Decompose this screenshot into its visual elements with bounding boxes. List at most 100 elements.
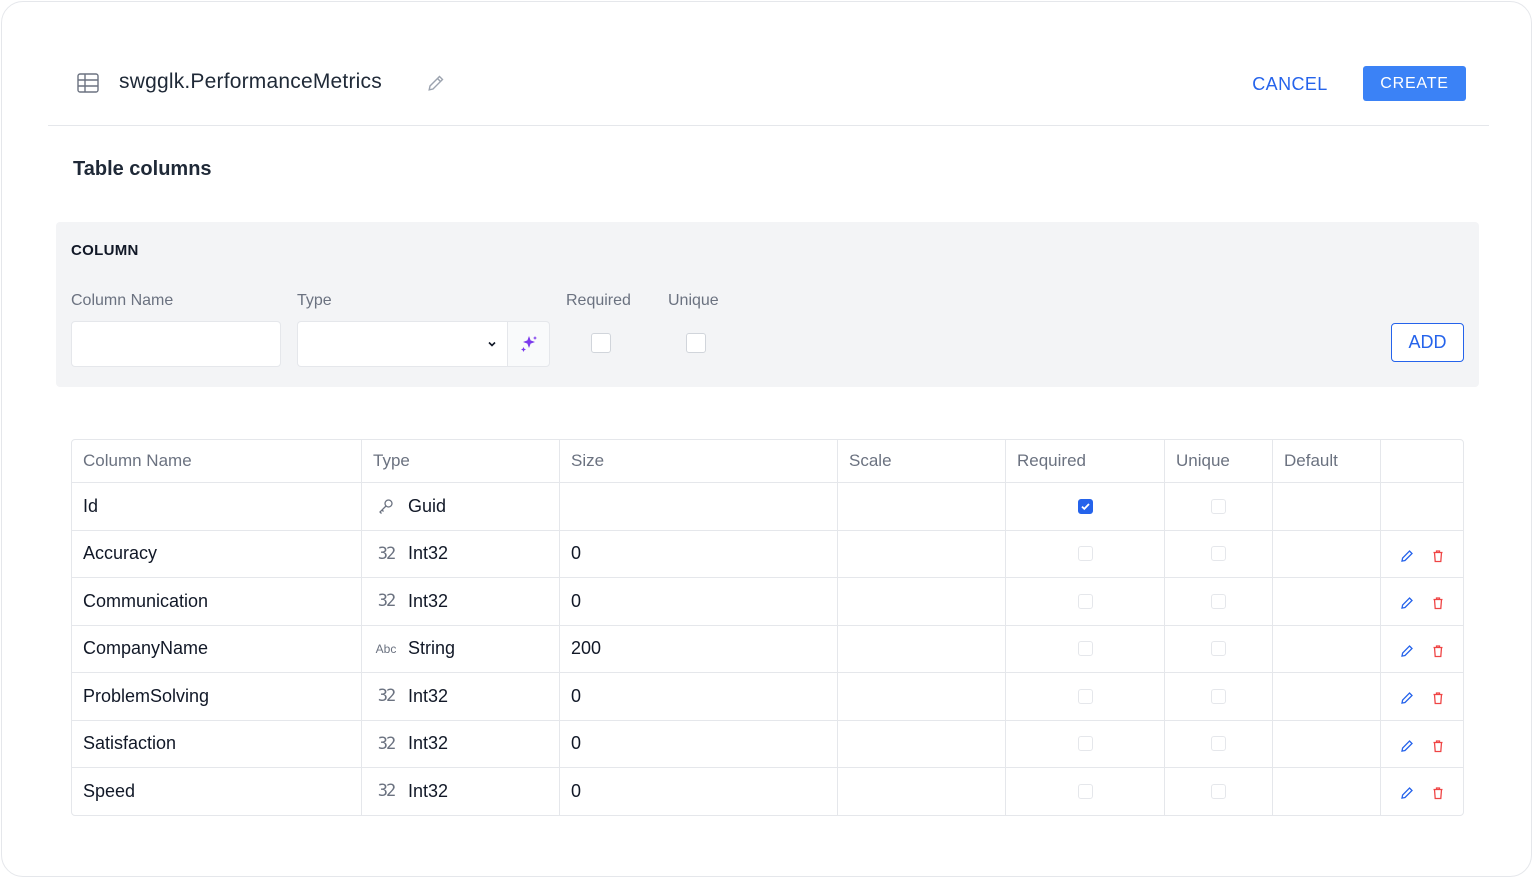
table-row-speed[interactable]: Speed 32 Int32 0 [72, 767, 1463, 815]
cancel-button[interactable]: CANCEL [1238, 66, 1342, 102]
table-body: Id Guid Accuracy 32 Int32 0 Communicatio… [72, 482, 1463, 815]
cell-size: 0 [559, 673, 837, 720]
string-icon: Abc [375, 641, 397, 656]
header-actions [1380, 440, 1463, 482]
columns-table: Column Name Type Size Scale Required Uni… [71, 439, 1464, 816]
unique-checkbox[interactable] [1211, 736, 1226, 752]
edit-row-icon[interactable] [1400, 594, 1414, 610]
cell-actions [1380, 768, 1463, 815]
column-name-text: Speed [83, 780, 136, 801]
sparkles-icon [521, 336, 537, 352]
cell-default [1272, 673, 1380, 720]
cell-size: 0 [559, 768, 837, 815]
required-checkbox[interactable] [1077, 593, 1093, 609]
cell-required [1005, 673, 1164, 720]
unique-checkbox[interactable] [1211, 593, 1226, 609]
column-name-text: CompanyName [83, 638, 209, 659]
table-row-id[interactable]: Id Guid [72, 482, 1463, 530]
cell-column-name: Id [72, 483, 361, 530]
header-scale: Scale [837, 440, 1005, 482]
edit-row-icon[interactable] [1400, 737, 1414, 752]
column-name-text: Communication [83, 590, 209, 611]
column-name-text: Satisfaction [83, 733, 177, 754]
unique-checkbox[interactable] [1211, 783, 1226, 799]
cell-default [1272, 483, 1380, 530]
required-checkbox[interactable] [1077, 546, 1093, 562]
required-checkbox[interactable] [1077, 498, 1093, 514]
edit-row-icon[interactable] [1400, 784, 1414, 800]
cell-default [1272, 720, 1380, 767]
table-row-satisfaction[interactable]: Satisfaction 32 Int32 0 [72, 719, 1463, 768]
cell-column-name: Satisfaction [72, 721, 361, 768]
header-size: Size [559, 440, 837, 482]
delete-row-icon[interactable] [1431, 594, 1445, 610]
column-type-text: Int32 [408, 733, 449, 754]
column-name-input[interactable] [71, 321, 281, 367]
delete-row-icon[interactable] [1431, 642, 1445, 657]
cell-type: 32 Int32 [361, 768, 559, 815]
cell-type: 32 Int32 [361, 530, 559, 577]
cell-column-name: Communication [72, 578, 361, 625]
cell-scale [837, 483, 1005, 530]
dialog-header: swgglk.PerformanceMetrics CANCEL CREATE [48, 57, 1489, 126]
column-name-label: Column Name [71, 292, 174, 309]
column-size-text: 200 [571, 638, 602, 659]
pencil-icon[interactable] [426, 73, 446, 93]
type-select[interactable] [297, 321, 508, 367]
edit-row-icon[interactable] [1400, 547, 1414, 562]
required-checkbox[interactable] [1077, 783, 1093, 799]
cell-default [1272, 530, 1380, 577]
cell-actions [1380, 625, 1463, 672]
table-row-problemsolving[interactable]: ProblemSolving 32 Int32 0 [72, 672, 1463, 720]
required-checkbox[interactable] [1077, 736, 1093, 752]
cell-scale [837, 720, 1005, 767]
column-size-text: 0 [571, 733, 582, 754]
unique-label: Unique [668, 292, 719, 309]
cell-type: Guid [361, 483, 559, 530]
unique-checkbox[interactable] [1211, 641, 1226, 657]
cell-unique [1164, 530, 1272, 577]
required-checkbox[interactable] [1077, 641, 1093, 657]
cell-scale [837, 578, 1005, 625]
int32-icon: 32 [377, 686, 396, 707]
table-header-row: Column Name Type Size Scale Required Uni… [72, 440, 1463, 482]
page-title: swgglk.PerformanceMetrics [119, 70, 382, 93]
cell-column-name: Accuracy [72, 531, 361, 578]
table-row-companyname[interactable]: CompanyName Abc String 200 [72, 624, 1463, 672]
column-size-text: 0 [571, 685, 582, 706]
table-row-accuracy[interactable]: Accuracy 32 Int32 0 [72, 529, 1463, 578]
unique-checkbox[interactable] [1211, 546, 1226, 562]
table-row-communication[interactable]: Communication 32 Int32 0 [72, 577, 1463, 625]
cell-scale [837, 625, 1005, 672]
unique-checkbox[interactable] [1211, 688, 1226, 704]
cell-type: 32 Int32 [361, 673, 559, 720]
cell-required [1005, 483, 1164, 530]
cell-unique [1164, 483, 1272, 530]
cell-default [1272, 625, 1380, 672]
column-name-text: Id [83, 495, 99, 516]
cell-scale [837, 530, 1005, 577]
header-required: Required [1005, 440, 1164, 482]
unique-checkbox[interactable] [686, 333, 706, 353]
required-checkbox[interactable] [591, 333, 611, 353]
cell-unique [1164, 720, 1272, 767]
unique-checkbox[interactable] [1211, 498, 1226, 514]
cell-size: 200 [559, 625, 837, 672]
cell-required [1005, 768, 1164, 815]
delete-row-icon[interactable] [1431, 784, 1445, 800]
delete-row-icon[interactable] [1431, 547, 1445, 562]
key-icon [373, 497, 399, 515]
add-column-button[interactable]: ADD [1391, 323, 1464, 362]
cell-required [1005, 530, 1164, 577]
required-checkbox[interactable] [1077, 688, 1093, 704]
cell-column-name: ProblemSolving [72, 673, 361, 720]
cell-size [559, 483, 837, 530]
create-button[interactable]: CREATE [1363, 66, 1466, 101]
edit-row-icon[interactable] [1400, 642, 1414, 657]
chevron-down-icon [488, 341, 496, 347]
delete-row-icon[interactable] [1431, 737, 1445, 752]
header-column-name: Column Name [83, 451, 192, 470]
edit-row-icon[interactable] [1400, 689, 1414, 705]
delete-row-icon[interactable] [1431, 689, 1445, 705]
magic-type-button[interactable] [507, 321, 550, 367]
